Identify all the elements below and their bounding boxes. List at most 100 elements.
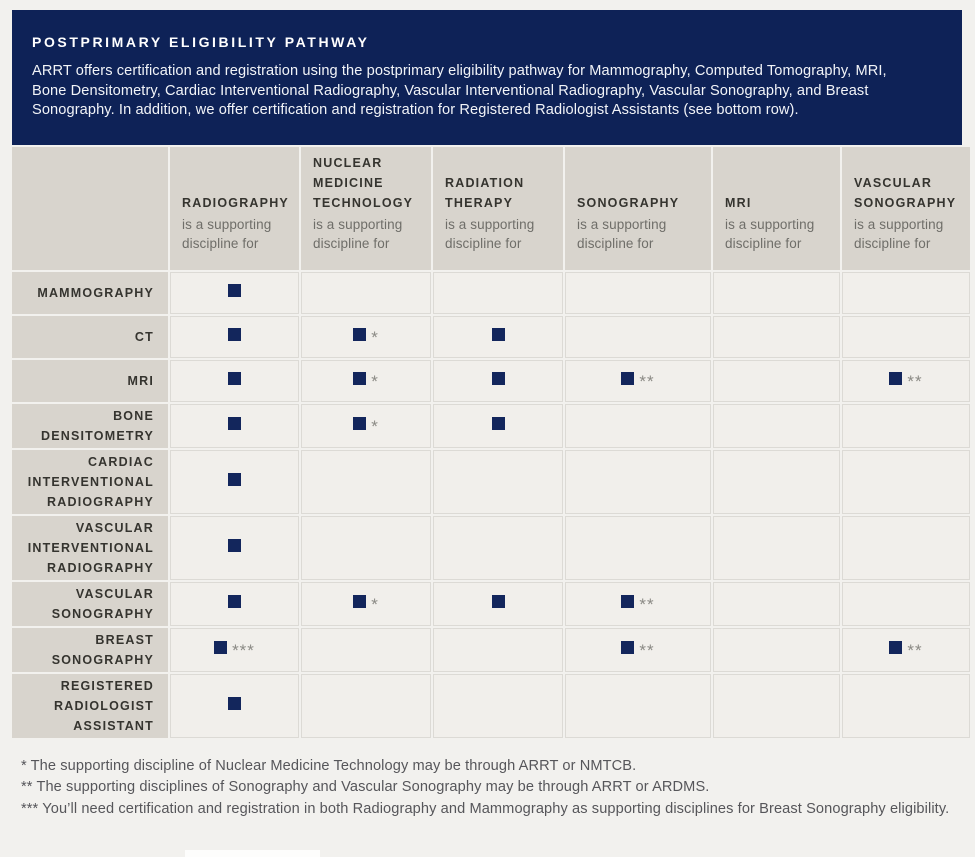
table-row-vascular-sonography: VASCULAR SONOGRAPHY * **: [12, 581, 970, 626]
eligibility-cell: [565, 315, 711, 358]
eligible-square-marker: [228, 472, 241, 486]
eligibility-cell: [713, 315, 840, 358]
header-row: RADIOGRAPHY is a supporting discipline fo…: [12, 146, 970, 270]
eligibility-cell: [565, 271, 711, 314]
column-subtitle: is a supporting discipline for: [445, 216, 535, 251]
eligible-square-marker: [491, 371, 505, 385]
eligibility-cell: [433, 449, 563, 514]
marker-group: ***: [214, 640, 255, 660]
eligibility-cell: [565, 449, 711, 514]
marker-group: [228, 327, 241, 341]
corner-cell: [12, 146, 168, 270]
footnote-asterisks: *: [371, 416, 379, 436]
row-label: MAMMOGRAPHY: [12, 271, 168, 314]
column-discipline-name: RADIATION THERAPY: [445, 175, 525, 210]
eligible-square-marker: [621, 371, 635, 385]
eligibility-cell: [433, 271, 563, 314]
footnote-asterisks: ***: [232, 640, 255, 660]
column-subtitle: is a supporting discipline for: [854, 216, 944, 251]
footnote-asterisks: **: [639, 640, 655, 660]
eligible-square-marker: [214, 640, 228, 654]
eligibility-cell: [713, 627, 840, 672]
eligibility-cell: [433, 515, 563, 580]
eligibility-cell: *: [301, 315, 431, 358]
eligible-square-marker: [228, 327, 241, 341]
eligible-square-marker: [491, 594, 505, 608]
footnote-line: *** You’ll need certification and regist…: [21, 800, 950, 817]
eligibility-cell: *: [301, 403, 431, 448]
eligibility-cell: **: [565, 627, 711, 672]
eligibility-cell: [842, 673, 970, 738]
eligible-square-marker: [889, 640, 903, 654]
table-row-mammography: MAMMOGRAPHY: [12, 271, 970, 314]
marker-group: **: [621, 640, 655, 660]
table-row-cardiac-interventional-radiography: CARDIAC INTERVENTIONAL RADIOGRAPHY: [12, 449, 970, 514]
eligible-square-marker: [228, 416, 241, 430]
page: POSTPRIMARY ELIGIBILITY PATHWAY ARRT off…: [10, 10, 972, 821]
marker-group: **: [621, 371, 654, 390]
banner-description: ARRT offers certification and registrati…: [32, 63, 887, 119]
row-label: BREAST SONOGRAPHY: [12, 627, 168, 672]
eligibility-cell: [301, 271, 431, 314]
marker-group: *: [353, 371, 379, 391]
intro-banner: POSTPRIMARY ELIGIBILITY PATHWAY ARRT off…: [12, 10, 962, 145]
eligibility-cell: [842, 515, 970, 580]
eligibility-cell: [433, 673, 563, 738]
eligibility-cell: [713, 449, 840, 514]
eligibility-cell: [433, 359, 563, 402]
bottom-partial-element: [185, 850, 320, 857]
footnote-asterisks: *: [371, 371, 379, 391]
eligibility-cell: [713, 359, 840, 402]
eligibility-cell: [170, 403, 299, 448]
footnote-asterisks: **: [907, 371, 923, 391]
column-subtitle: is a supporting discipline for: [313, 216, 403, 251]
table-row-ct: CT *: [12, 315, 970, 358]
eligibility-cell: [301, 515, 431, 580]
eligibility-cell: **: [565, 581, 711, 626]
marker-group: **: [889, 371, 923, 391]
eligibility-cell: [170, 581, 299, 626]
column-discipline-name: RADIOGRAPHY: [182, 195, 289, 210]
eligibility-cell: [170, 449, 299, 514]
marker-group: *: [353, 416, 379, 436]
column-header-mri: MRI is a supporting discipline for: [713, 146, 840, 270]
footnotes: * The supporting discipline of Nuclear M…: [12, 756, 962, 821]
footnote-asterisks: *: [371, 327, 379, 347]
eligibility-cell: [170, 515, 299, 580]
eligibility-cell: [433, 581, 563, 626]
column-header-radiography: RADIOGRAPHY is a supporting discipline fo…: [170, 146, 299, 270]
marker-group: [491, 327, 505, 341]
eligibility-cell: [842, 315, 970, 358]
eligibility-cell: [170, 271, 299, 314]
column-header-vascular-sonography: VASCULAR SONOGRAPHY is a supporting disci…: [842, 146, 970, 270]
eligible-square-marker: [353, 416, 367, 430]
marker-group: [228, 538, 241, 552]
table-row-mri: MRI * ** **: [12, 359, 970, 402]
marker-group: [491, 416, 505, 430]
column-subtitle: is a supporting discipline for: [725, 216, 815, 251]
row-label: CT: [12, 315, 168, 358]
eligibility-cell: [301, 627, 431, 672]
eligibility-cell: [170, 315, 299, 358]
eligibility-cell: [713, 271, 840, 314]
column-discipline-name: NUCLEAR MEDICINE TECHNOLOGY: [313, 155, 414, 210]
table-row-registered-radiologist-assistant: REGISTERED RADIOLOGIST ASSISTANT: [12, 673, 970, 738]
footnote-asterisks: **: [639, 594, 655, 614]
eligibility-matrix-table: RADIOGRAPHY is a supporting discipline fo…: [10, 145, 972, 740]
eligibility-cell: [301, 449, 431, 514]
eligibility-cell: [565, 673, 711, 738]
marker-group: [491, 371, 505, 385]
marker-group: [228, 472, 241, 486]
footnote-asterisks: **: [907, 640, 923, 660]
row-label: BONE DENSITOMETRY: [12, 403, 168, 448]
column-header-nuclear-medicine-technology: NUCLEAR MEDICINE TECHNOLOGY is a supporti…: [301, 146, 431, 270]
footnote-line: * The supporting discipline of Nuclear M…: [21, 757, 637, 774]
column-header-sonography: SONOGRAPHY is a supporting discipline for: [565, 146, 711, 270]
eligible-square-marker: [889, 371, 903, 385]
eligibility-cell: [713, 673, 840, 738]
eligibility-cell: *: [301, 581, 431, 626]
eligible-square-marker: [621, 594, 635, 608]
marker-group: [228, 371, 241, 385]
eligibility-cell: [842, 403, 970, 448]
eligibility-cell: [433, 315, 563, 358]
